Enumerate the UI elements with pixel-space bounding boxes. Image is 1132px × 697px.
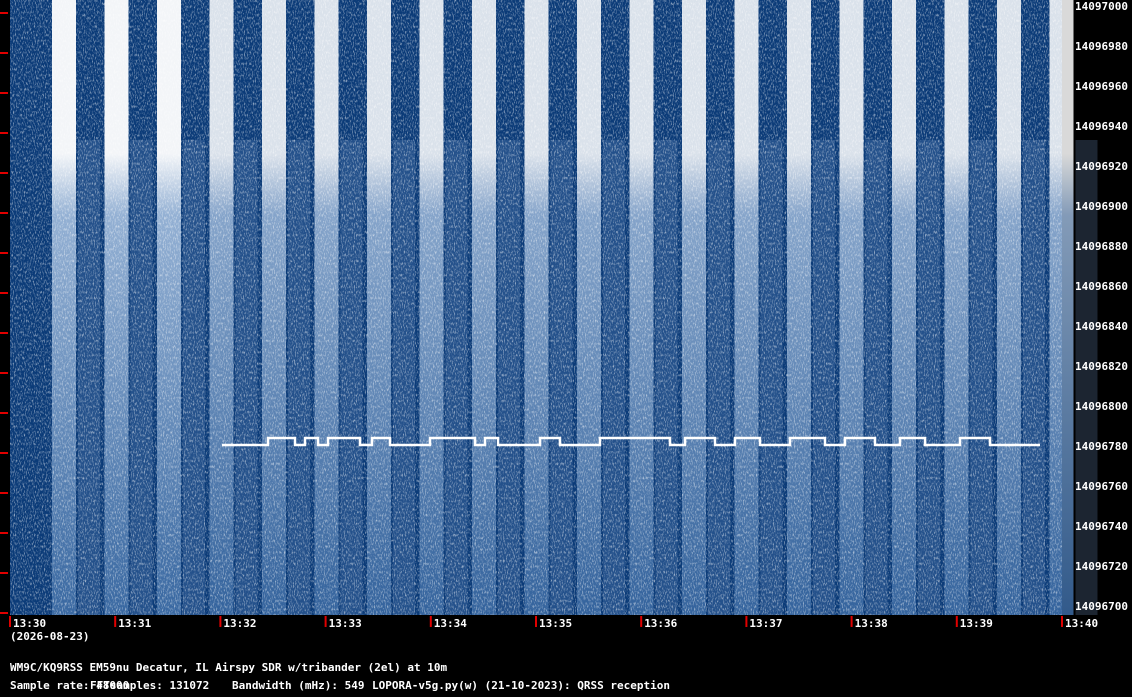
y-tick-label: 14096960 bbox=[1075, 80, 1128, 93]
y-tick-label: 14096840 bbox=[1075, 320, 1128, 333]
y-tick-label: 14096920 bbox=[1075, 160, 1128, 173]
x-tick-label: 13:40 bbox=[1065, 617, 1098, 630]
x-tick-label: 13:36 bbox=[644, 617, 677, 630]
x-tick-label: 13:35 bbox=[539, 617, 572, 630]
x-tick-label: 13:30 bbox=[13, 617, 46, 630]
y-tick-label: 14096700 bbox=[1075, 600, 1128, 613]
stripe-faint bbox=[1075, 140, 1098, 615]
footer-label: FFTsamples: 131072 bbox=[90, 679, 209, 692]
footer-label: Bandwidth (mHz): 549 bbox=[232, 679, 364, 692]
signal-trace bbox=[222, 436, 1040, 447]
footer-label: Sample rate: 48000 bbox=[10, 679, 129, 692]
y-tick-label: 14096900 bbox=[1075, 200, 1128, 213]
y-tick-label: 14096820 bbox=[1075, 360, 1128, 373]
x-tick-label: 13:38 bbox=[855, 617, 888, 630]
y-tick-label: 14096760 bbox=[1075, 480, 1128, 493]
x-tick-label: 13:33 bbox=[329, 617, 362, 630]
station-label: WM9C/KQ9RSS EM59nu Decatur, IL Airspy SD… bbox=[10, 661, 447, 674]
x-tick-label: 13:39 bbox=[960, 617, 993, 630]
y-tick-label: 14096800 bbox=[1075, 400, 1128, 413]
date-label: (2026-08-23) bbox=[10, 630, 89, 643]
y-tick-label: 14096740 bbox=[1075, 520, 1128, 533]
noise bbox=[10, 0, 1062, 615]
y-tick-label: 14096880 bbox=[1075, 240, 1128, 253]
footer-label: LOPORA-v5g.py(w) (21-10-2023): QRSS rece… bbox=[372, 679, 670, 692]
x-tick-label: 13:37 bbox=[749, 617, 782, 630]
x-tick-label: 13:31 bbox=[118, 617, 151, 630]
y-tick-label: 14096720 bbox=[1075, 560, 1128, 573]
y-tick-label: 14096940 bbox=[1075, 120, 1128, 133]
y-tick-label: 14096980 bbox=[1075, 40, 1128, 53]
x-tick-label: 13:34 bbox=[434, 617, 467, 630]
y-tick-label: 14096780 bbox=[1075, 440, 1128, 453]
x-tick-label: 13:32 bbox=[223, 617, 256, 630]
y-tick-label: 14097000 bbox=[1075, 0, 1128, 13]
y-tick-label: 14096860 bbox=[1075, 280, 1128, 293]
